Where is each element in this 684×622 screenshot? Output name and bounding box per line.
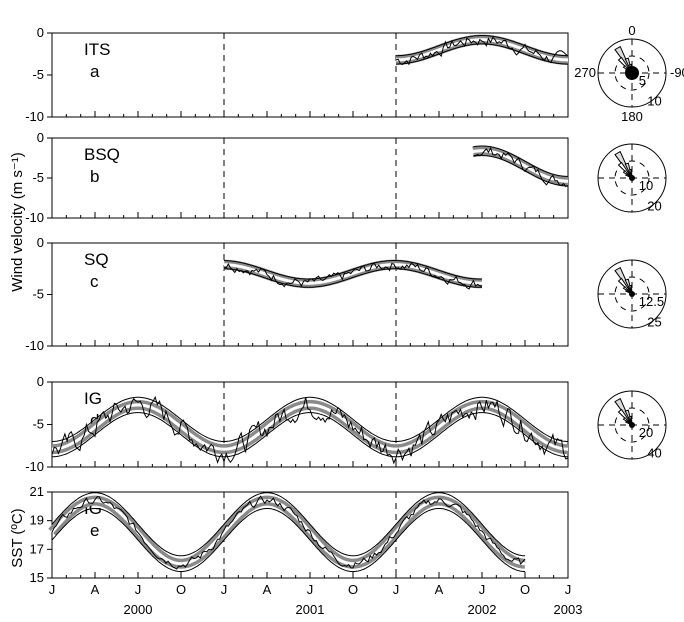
y-tick-label: -5: [32, 170, 44, 185]
rose-b-inner-radius-label: 10: [639, 178, 653, 193]
rose-a-west-label: 270: [574, 65, 596, 80]
rose-a-south-label: 180: [621, 109, 643, 124]
wind-y-axis-label: Wind velocity (m s⁻¹): [9, 152, 26, 292]
panel-c-fit-lower: [224, 268, 482, 288]
y-tick-label: 0: [37, 374, 44, 389]
rose-a-outer-radius-label: 10: [647, 93, 661, 108]
rose-c-inner-radius-label: 12.5: [639, 294, 664, 309]
y-tick-label: -10: [25, 459, 44, 474]
x-month-label: J: [479, 582, 486, 597]
panel-c-site-label: SQ: [84, 250, 109, 269]
y-tick-label: -10: [25, 109, 44, 124]
x-month-label: J: [393, 582, 400, 597]
panel-b-letter: b: [90, 167, 99, 186]
panel-e-letter: e: [90, 521, 99, 540]
rose-d-outer-radius-label: 40: [647, 445, 661, 460]
panel-a-letter: a: [90, 62, 100, 81]
x-year-label: 2003: [554, 602, 583, 617]
panel-d-fit-upper: [52, 396, 568, 442]
panel-c-letter: c: [90, 272, 99, 291]
y-tick-label: 21: [30, 484, 44, 499]
x-month-label: A: [435, 582, 444, 597]
rose-a-center: [625, 66, 639, 80]
rose-b-center: [629, 175, 635, 181]
panel-a-site-label: ITS: [84, 40, 110, 59]
rose-c-center: [629, 291, 635, 297]
panel-d-site-label: IG: [84, 389, 102, 408]
y-tick-label: -10: [25, 210, 44, 225]
y-tick-label: -5: [32, 67, 44, 82]
x-month-label: J: [49, 582, 56, 597]
panel-d-fit-center: [52, 403, 568, 451]
panel-c-fit-upper: [223, 260, 482, 280]
x-month-label: O: [520, 582, 530, 597]
panel-c-frame: [51, 242, 569, 347]
y-tick-label: 17: [30, 541, 44, 556]
panel-b-site-label: BSQ: [84, 145, 120, 164]
y-tick-label: -10: [25, 338, 44, 353]
y-tick-label: 0: [37, 130, 44, 145]
x-month-label: A: [91, 582, 100, 597]
x-month-label: J: [565, 582, 572, 597]
x-month-label: A: [263, 582, 272, 597]
y-tick-label: -5: [32, 287, 44, 302]
x-month-label: J: [221, 582, 228, 597]
panel-c-observations: [223, 262, 483, 290]
rose-b-outer-radius-label: 20: [647, 198, 661, 213]
x-month-label: O: [176, 582, 186, 597]
x-month-label: J: [135, 582, 142, 597]
x-month-label: J: [307, 582, 314, 597]
y-tick-label: 19: [30, 513, 44, 528]
panel-d-letter: d: [90, 411, 99, 430]
x-year-label: 2002: [468, 602, 497, 617]
panel-d-frame: [51, 381, 569, 468]
y-tick-label: 0: [37, 235, 44, 250]
rose-d-center: [629, 422, 635, 428]
rose-d-inner-radius-label: 20: [639, 425, 653, 440]
rose-a-inner-radius-label: 5: [639, 73, 646, 88]
y-tick-label: 15: [30, 570, 44, 585]
x-month-label: O: [348, 582, 358, 597]
y-tick-label: -5: [32, 417, 44, 432]
panel-e-fit-upper: [51, 492, 526, 557]
panel-b-fit-upper: [473, 145, 568, 177]
rose-a-east-label: -90: [670, 65, 684, 80]
y-tick-label: 0: [37, 25, 44, 40]
panel-a-fit-lower: [396, 43, 568, 65]
panel-a-fit-upper: [396, 35, 568, 57]
panel-a-frame: [51, 32, 569, 118]
panel-b-fit-lower: [473, 155, 568, 187]
rose-a-north-label: 0: [628, 23, 635, 38]
panel-a-observations: [395, 36, 569, 66]
sst-y-axis-label: SST (ºC): [9, 508, 26, 567]
x-year-label: 2001: [296, 602, 325, 617]
panel-d-fit-lower: [52, 412, 568, 458]
x-year-label: 2000: [124, 602, 153, 617]
panel-d-observations: [51, 395, 569, 465]
panel-e-fit-lower: [51, 508, 525, 572]
rose-c-outer-radius-label: 25: [647, 314, 661, 329]
panel-e-observations: [51, 495, 526, 570]
panel-b-observations: [473, 146, 569, 188]
